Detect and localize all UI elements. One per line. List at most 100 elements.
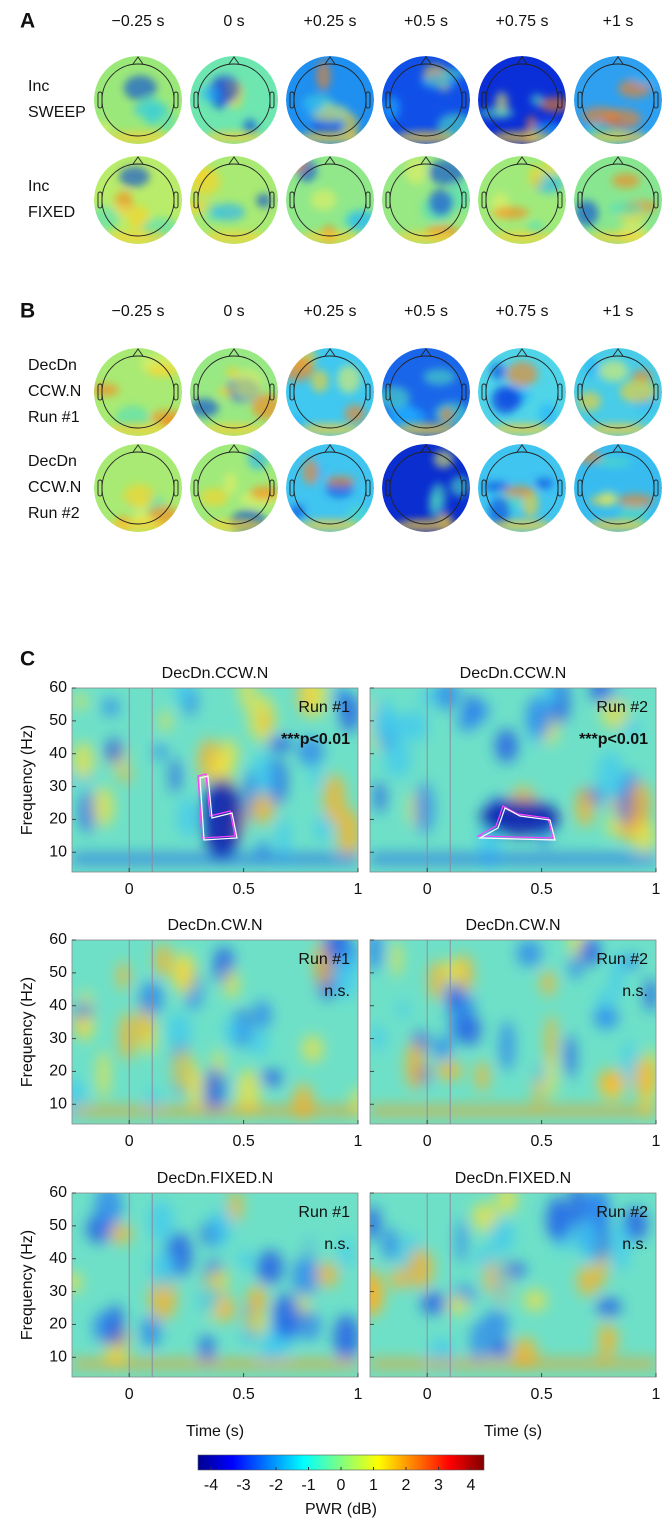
topomap [190,156,278,244]
topomap-blob [574,200,599,227]
spectrogram-blob [433,1035,453,1060]
spectrogram-blob [435,1060,463,1081]
spectrogram-blob [106,1303,124,1352]
topomap [382,56,470,144]
x-tick-label: 0.5 [232,1133,254,1150]
spectrogram-blob [140,1315,162,1348]
plot-title: DecDn.FIXED.N [157,1170,273,1187]
spectrogram-blob [598,1068,626,1097]
spectrogram-blob [493,1257,507,1303]
topomap-blobs [405,156,470,239]
ear [269,191,275,209]
spectrogram-blob [486,1339,512,1358]
stat-label: ***p<0.01 [281,731,350,748]
topomap-blob [337,365,361,394]
axes-frame [71,939,359,1125]
topomap-edge [107,423,169,436]
topomap [478,348,566,436]
spectrogram [72,688,358,872]
colorbar-tick-label: -3 [236,1477,250,1494]
topomap-base [574,156,662,244]
nose [132,56,144,65]
ear [577,383,583,401]
topomap-blob [595,456,632,468]
y-tick-label: 50 [49,712,67,729]
ear [557,383,563,401]
colorbar-tick-label: 3 [434,1477,443,1494]
topomap-blob [118,166,150,187]
spectrogram-blob [370,1275,384,1315]
topomap [574,444,662,532]
spectrogram-blob [579,940,601,966]
topomap [574,156,662,244]
ear [97,91,103,109]
ear [173,479,179,497]
spectrogram-blob [340,693,358,733]
spectrogram-blob [371,1025,386,1051]
x-tick-label: 0 [125,1386,134,1403]
spectrogram-blob [596,751,624,803]
topomap-blob [617,493,654,508]
topomap [382,348,470,436]
topomap-blob [249,485,278,500]
cluster-outline [199,775,238,841]
spectrogram-blob [628,781,652,827]
topomap-edge [107,131,169,144]
topomap-blob [316,60,331,91]
axes-frame [369,1192,657,1378]
stat-label: n.s. [622,1236,648,1253]
topomap-edge [299,519,361,532]
time-header: +0.25 s [304,13,357,30]
panel-label: A [20,10,35,33]
x-tick-label: 0.5 [232,1386,254,1403]
spectrogram-blob [216,1295,236,1323]
spectrogram-blob [148,1200,174,1243]
axes-frame [71,1192,359,1378]
spectrogram-blob [333,949,358,1000]
ear [385,91,391,109]
spectrogram-blob [540,970,556,996]
row-label: Inc [28,78,49,95]
topomap-edge [395,519,457,532]
topomap-edge [491,519,553,532]
spectrogram-blob [495,729,518,763]
spectrogram-blob [619,790,630,826]
topomap-blob [428,188,454,217]
ear [97,191,103,209]
topomap-edge [107,519,169,532]
spectrogram-blob [370,1205,381,1241]
spectrogram-blob [247,1028,268,1056]
topomap-blobs [200,74,257,135]
topomap-blob [301,97,324,115]
topomap-edge [107,231,169,244]
topomap-blob [577,391,602,411]
ear [557,91,563,109]
spectrogram-blob [489,1218,515,1254]
ear [385,191,391,209]
topomap [382,444,470,532]
topomap-blobs [482,477,554,527]
topomap-blob [543,156,560,175]
x-axis-label: Time (s) [186,1423,244,1440]
axes-frame [369,939,657,1125]
spectrogram-blob [374,780,386,814]
topomap-blob [619,379,657,404]
spectrogram-blob [154,943,172,978]
colorbar-tick-label: -1 [301,1477,315,1494]
x-tick-label: 1 [652,1386,661,1403]
spectrogram-blob [402,710,429,742]
spectrogram-blob [153,743,167,761]
topomap-blob [538,403,557,425]
ear [577,91,583,109]
topomap-edge [203,131,265,144]
ear [289,91,295,109]
ear [193,91,199,109]
spectrogram-blob [310,762,321,791]
topomap-blob [200,84,221,103]
topomap-edge [203,519,265,532]
spectrogram-blobs [370,940,656,1120]
spectrogram-blob [381,1227,399,1261]
spectrogram-blob [414,782,434,835]
ear [481,91,487,109]
y-tick-label: 30 [49,778,67,795]
